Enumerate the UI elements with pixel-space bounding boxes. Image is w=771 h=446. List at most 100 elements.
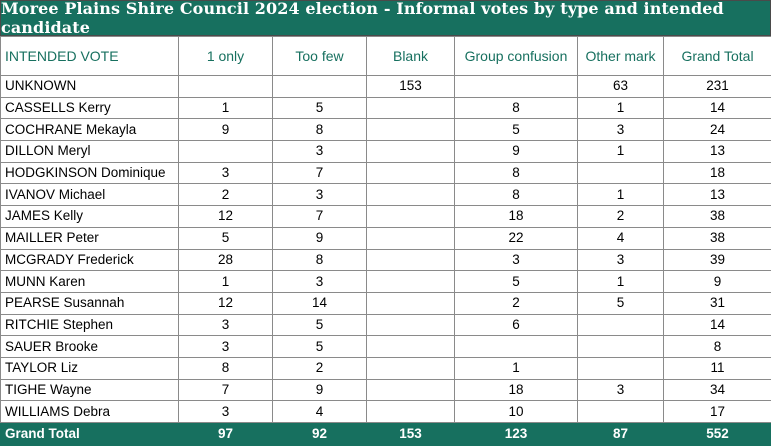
vote-count-cell: 3 bbox=[179, 336, 273, 358]
vote-count-cell: 2 bbox=[455, 292, 578, 314]
vote-count-cell bbox=[179, 141, 273, 163]
vote-count-cell: 1 bbox=[179, 97, 273, 119]
vote-count-cell: 3 bbox=[455, 249, 578, 271]
vote-count-cell: 1 bbox=[578, 271, 664, 293]
vote-count-cell: 8 bbox=[273, 249, 367, 271]
column-header: INTENDED VOTE bbox=[1, 37, 179, 76]
vote-count-cell bbox=[273, 76, 367, 98]
grand-total-cell: 92 bbox=[273, 423, 367, 446]
vote-count-cell: 1 bbox=[578, 184, 664, 206]
vote-count-cell bbox=[578, 401, 664, 423]
vote-count-cell: 63 bbox=[578, 76, 664, 98]
vote-count-cell: 1 bbox=[578, 97, 664, 119]
vote-count-cell: 4 bbox=[578, 227, 664, 249]
vote-count-cell: 3 bbox=[179, 401, 273, 423]
vote-count-cell bbox=[367, 141, 455, 163]
vote-count-cell: 28 bbox=[179, 249, 273, 271]
vote-count-cell: 5 bbox=[179, 227, 273, 249]
vote-count-cell: 38 bbox=[664, 206, 771, 228]
candidate-name-cell: UNKNOWN bbox=[1, 76, 179, 98]
grand-total-label: Grand Total bbox=[1, 423, 179, 446]
vote-count-cell bbox=[455, 76, 578, 98]
vote-count-cell: 4 bbox=[273, 401, 367, 423]
candidate-name-cell: TIGHE Wayne bbox=[1, 379, 179, 401]
vote-count-cell: 5 bbox=[578, 292, 664, 314]
vote-count-cell bbox=[367, 249, 455, 271]
vote-count-cell: 5 bbox=[455, 119, 578, 141]
vote-count-cell: 13 bbox=[664, 141, 771, 163]
candidate-name-cell: TAYLOR Liz bbox=[1, 357, 179, 379]
vote-count-cell: 18 bbox=[455, 379, 578, 401]
vote-count-cell: 13 bbox=[664, 184, 771, 206]
vote-count-cell: 9 bbox=[455, 141, 578, 163]
table-title: Moree Plains Shire Council 2024 election… bbox=[0, 0, 771, 36]
vote-count-cell: 10 bbox=[455, 401, 578, 423]
vote-count-cell bbox=[367, 379, 455, 401]
vote-count-cell: 5 bbox=[455, 271, 578, 293]
candidate-name-cell: PEARSE Susannah bbox=[1, 292, 179, 314]
vote-count-cell: 22 bbox=[455, 227, 578, 249]
candidate-name-cell: JAMES Kelly bbox=[1, 206, 179, 228]
vote-count-cell: 8 bbox=[455, 184, 578, 206]
vote-count-cell: 8 bbox=[455, 97, 578, 119]
vote-count-cell bbox=[367, 97, 455, 119]
vote-count-cell: 38 bbox=[664, 227, 771, 249]
column-header: Blank bbox=[367, 37, 455, 76]
vote-count-cell bbox=[367, 162, 455, 184]
candidate-name-cell: WILLIAMS Debra bbox=[1, 401, 179, 423]
vote-count-cell: 9 bbox=[179, 119, 273, 141]
vote-count-cell: 3 bbox=[179, 314, 273, 336]
vote-count-cell: 12 bbox=[179, 206, 273, 228]
grand-total-cell: 97 bbox=[179, 423, 273, 446]
vote-count-cell: 231 bbox=[664, 76, 771, 98]
grand-total-cell: 552 bbox=[664, 423, 771, 446]
vote-count-cell: 3 bbox=[578, 379, 664, 401]
vote-count-cell bbox=[367, 184, 455, 206]
vote-count-cell: 9 bbox=[664, 271, 771, 293]
grand-total-cell: 87 bbox=[578, 423, 664, 446]
vote-count-cell: 1 bbox=[455, 357, 578, 379]
vote-count-cell: 18 bbox=[455, 206, 578, 228]
vote-count-cell: 3 bbox=[273, 271, 367, 293]
vote-count-cell: 2 bbox=[578, 206, 664, 228]
vote-count-cell: 8 bbox=[273, 119, 367, 141]
vote-count-cell: 6 bbox=[455, 314, 578, 336]
vote-count-cell: 2 bbox=[179, 184, 273, 206]
vote-count-cell: 3 bbox=[273, 141, 367, 163]
vote-count-cell: 5 bbox=[273, 314, 367, 336]
vote-count-cell: 1 bbox=[179, 271, 273, 293]
vote-count-cell bbox=[367, 336, 455, 358]
grand-total-cell: 153 bbox=[367, 423, 455, 446]
vote-count-cell: 8 bbox=[179, 357, 273, 379]
column-header: Too few bbox=[273, 37, 367, 76]
table-container: Moree Plains Shire Council 2024 election… bbox=[0, 0, 771, 435]
vote-count-cell bbox=[578, 357, 664, 379]
vote-count-cell bbox=[367, 292, 455, 314]
vote-count-cell bbox=[367, 401, 455, 423]
vote-count-cell: 1 bbox=[578, 141, 664, 163]
candidate-name-cell: MCGRADY Frederick bbox=[1, 249, 179, 271]
vote-count-cell bbox=[367, 206, 455, 228]
vote-count-cell: 11 bbox=[664, 357, 771, 379]
vote-count-cell: 7 bbox=[179, 379, 273, 401]
vote-count-cell: 153 bbox=[367, 76, 455, 98]
vote-count-cell bbox=[367, 271, 455, 293]
vote-count-cell: 18 bbox=[664, 162, 771, 184]
vote-count-cell: 17 bbox=[664, 401, 771, 423]
